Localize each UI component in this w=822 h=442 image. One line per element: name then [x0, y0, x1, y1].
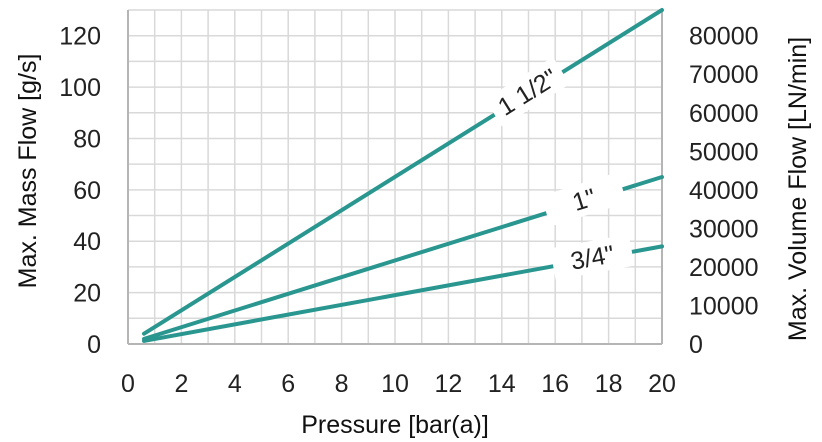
y2-tick-label: 20000 — [689, 254, 759, 282]
y-axis-label: Max. Mass Flow [g/s] — [14, 54, 42, 289]
x-tick-label: 18 — [595, 370, 623, 398]
y-tick-label: 60 — [73, 177, 101, 205]
x-tick-label: 16 — [541, 370, 569, 398]
series-label-group: 3/4" — [549, 234, 635, 280]
x-tick-label: 14 — [488, 370, 516, 398]
series-label-background — [485, 56, 570, 127]
y2-tick-label: 70000 — [689, 61, 759, 89]
x-tick-label: 4 — [228, 370, 242, 398]
y2-tick-label: 0 — [689, 331, 703, 359]
series-label-group: 1" — [541, 172, 627, 227]
x-axis-label: Pressure [bar(a)] — [301, 411, 489, 439]
x-tick-label: 8 — [335, 370, 349, 398]
x-tick-label: 12 — [434, 370, 462, 398]
series-lines: 1 1/2" 1" 3/4" — [142, 8, 664, 343]
x-tick-label: 10 — [381, 370, 409, 398]
y2-tick-label: 50000 — [689, 138, 759, 166]
series-label-background — [549, 234, 635, 280]
y2-tick-label: 80000 — [689, 23, 759, 51]
y-tick-label: 120 — [59, 23, 101, 51]
series-line — [142, 8, 664, 336]
y-tick-label: 40 — [73, 228, 101, 256]
y2-tick-label: 60000 — [689, 100, 759, 128]
series-label-background — [541, 172, 627, 227]
x-tick-label: 6 — [281, 370, 295, 398]
y-tick-label: 0 — [87, 331, 101, 359]
y2-tick-label: 10000 — [689, 292, 759, 320]
x-tick-label: 0 — [121, 370, 135, 398]
tick-labels: 0 2 4 6 8 10 12 14 16 18 20 0 20 40 60 80 100 120 0 10000 20… — [59, 23, 758, 398]
y-tick-label: 100 — [59, 74, 101, 102]
y-tick-label: 20 — [73, 280, 101, 308]
y2-tick-label: 30000 — [689, 215, 759, 243]
grid — [127, 9, 663, 344]
y-tick-label: 80 — [73, 125, 101, 153]
y2-tick-label: 40000 — [689, 177, 759, 205]
x-tick-label: 20 — [648, 370, 676, 398]
y2-axis-label: Max. Volume Flow [LN/min] — [784, 37, 812, 341]
x-tick-label: 2 — [174, 370, 188, 398]
series-label-group: 1 1/2" — [485, 56, 570, 127]
